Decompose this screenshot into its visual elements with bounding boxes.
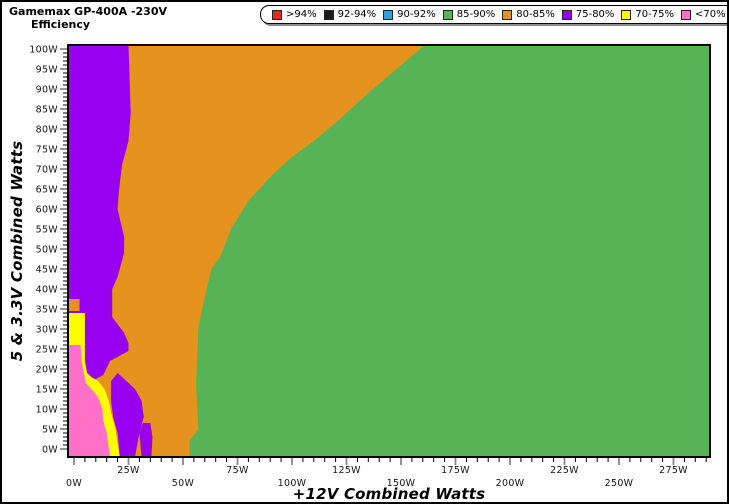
region-<70% [68, 345, 110, 457]
legend-swatch [502, 9, 513, 20]
legend-swatch [383, 9, 394, 20]
legend-swatch [561, 9, 572, 20]
y-tick-label: 35W [36, 305, 59, 316]
y-tick-label: 70W [36, 165, 59, 176]
y-tick-label: 75W [36, 145, 59, 156]
legend-label: 75-80% [575, 9, 615, 20]
x-tick-label: 225W [550, 465, 579, 476]
y-tick-label: 90W [36, 85, 59, 96]
x-tick-label: 100W [278, 478, 307, 489]
legend-item: 90-92% [383, 9, 436, 20]
legend-label: 85-90% [456, 9, 496, 20]
legend-label: 80-85% [516, 9, 555, 20]
y-tick-label: 30W [36, 325, 59, 336]
legend-item: 75-80% [561, 9, 615, 20]
y-tick-label: 5W [42, 425, 58, 436]
y-tick-label: 40W [36, 285, 59, 296]
y-tick-label: 10W [36, 405, 59, 416]
x-axis-title: +12V Combined Watts [292, 485, 486, 503]
plot-border [67, 44, 711, 458]
x-tick-label: 175W [441, 465, 470, 476]
y-tick-label: 100W [29, 45, 58, 56]
region-80-85% [68, 299, 80, 311]
legend-swatch [442, 9, 453, 20]
x-tick-label: 250W [605, 478, 634, 489]
y-tick-label: 80W [36, 125, 59, 136]
legend-label: <70% [694, 9, 726, 20]
region-layer [68, 45, 710, 457]
y-tick-label: 15W [36, 385, 59, 396]
y-tick-label: 65W [36, 185, 59, 196]
region-80-85% [68, 45, 425, 457]
x-tick-label: 75W [226, 465, 249, 476]
legend-swatch [680, 9, 691, 20]
legend-swatch [323, 9, 334, 20]
legend-swatch [272, 9, 282, 20]
legend-item: >94% [272, 9, 317, 20]
legend-label: 92-94% [337, 9, 377, 20]
y-axis-title: 5 & 3.3V Combined Watts [8, 140, 26, 362]
legend-item: <70% [680, 9, 726, 20]
x-tick-label: 125W [332, 465, 361, 476]
title-block: Gamemax GP-400A -230V Efficiency [9, 5, 167, 31]
region-75-80% [139, 423, 153, 457]
legend: >94% 92-94% 90-92% 85-90% 80-85% 75-80% 70-75%… [260, 5, 727, 24]
x-tick-label: 200W [496, 478, 525, 489]
y-tick-label: 60W [36, 205, 59, 216]
y-tick-label: 55W [36, 225, 59, 236]
y-tick-label: 50W [36, 245, 59, 256]
legend-item: 80-85% [502, 9, 555, 20]
y-tick-label: 85W [36, 105, 59, 116]
y-tick-label: 25W [36, 345, 59, 356]
legend-label: 90-92% [397, 9, 436, 20]
x-tick-label: 275W [659, 465, 688, 476]
x-tick-label: 150W [387, 478, 416, 489]
legend-label: >94% [286, 9, 317, 20]
y-tick-label: 0W [42, 445, 58, 456]
y-tick-label: 45W [36, 265, 59, 276]
legend-item: 92-94% [323, 9, 377, 20]
legend-item: 70-75% [621, 9, 674, 20]
y-tick-label: 95W [36, 65, 59, 76]
chart-title: Gamemax GP-400A -230V [9, 5, 167, 18]
x-tick-label: 0W [66, 478, 82, 489]
region-75-80% [68, 45, 131, 379]
legend-label: 70-75% [635, 9, 674, 20]
legend-item: 85-90% [442, 9, 496, 20]
legend-swatch [621, 9, 632, 20]
y-tick-label: 20W [36, 365, 59, 376]
x-tick-label: 25W [117, 465, 140, 476]
x-tick-label: 50W [172, 478, 195, 489]
region-75-80% [111, 373, 144, 457]
chart-subtitle: Efficiency [31, 18, 91, 31]
